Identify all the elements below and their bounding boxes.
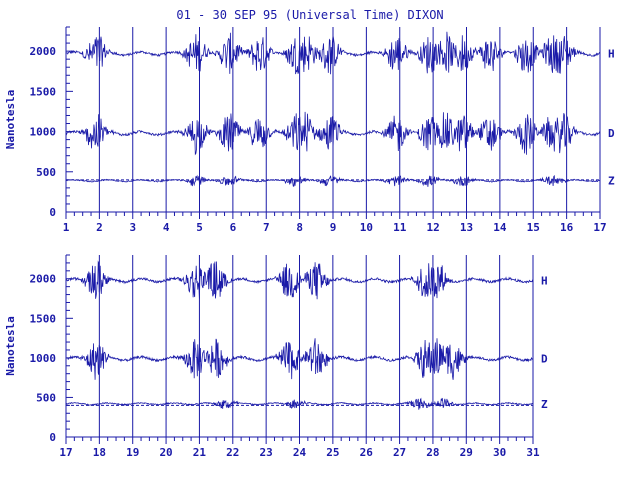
x-tick-label: 7 (263, 221, 270, 234)
x-tick-label: 23 (260, 446, 273, 459)
y-tick-label: 0 (49, 431, 56, 444)
y-tick-label: 500 (36, 391, 56, 404)
series-z-line (65, 397, 534, 410)
series-d-line (65, 338, 534, 380)
y-axis-label: Nanotesla (4, 316, 17, 376)
y-tick-label: 1500 (30, 85, 57, 98)
series-label-h: H (608, 48, 615, 61)
panel-top: 1 2 3 4 5 6 7 8 9 10 11 12 13 14 15 16 17050010001500200… (4, 26, 615, 234)
x-tick-label: 8 (296, 221, 303, 234)
x-tick-label: 17 (593, 221, 606, 234)
x-tick-label: 11 (393, 221, 407, 234)
series-label-z: Z (608, 175, 615, 188)
y-tick-label: 1500 (30, 312, 57, 325)
x-tick-label: 26 (360, 446, 374, 459)
x-tick-label: 24 (293, 446, 307, 459)
x-tick-label: 17 (59, 446, 72, 459)
x-tick-label: 15 (527, 221, 540, 234)
x-tick-label: 3 (129, 221, 136, 234)
x-tick-label: 30 (493, 446, 506, 459)
x-tick-label: 10 (360, 221, 373, 234)
x-tick-label: 6 (230, 221, 237, 234)
x-tick-label: 27 (393, 446, 406, 459)
x-tick-label: 21 (193, 446, 207, 459)
series-h-line (65, 260, 534, 300)
x-tick-label: 20 (159, 446, 172, 459)
x-tick-label: 13 (460, 221, 473, 234)
series-d-line (65, 111, 601, 156)
y-tick-label: 1000 (30, 126, 57, 139)
x-tick-label: 2 (96, 221, 103, 234)
y-tick-label: 1000 (30, 352, 57, 365)
x-tick-label: 16 (560, 221, 574, 234)
y-tick-label: 0 (49, 206, 56, 219)
x-tick-label: 14 (493, 221, 507, 234)
y-axis-label: Nanotesla (4, 90, 17, 150)
chart-title: 01 - 30 SEP 95 (Universal Time) DIXON (176, 8, 443, 22)
y-tick-label: 2000 (30, 45, 57, 58)
y-tick-label: 2000 (30, 273, 57, 286)
x-tick-label: 29 (460, 446, 473, 459)
x-tick-label: 22 (226, 446, 239, 459)
series-label-h: H (541, 274, 548, 287)
series-label-d: D (541, 353, 548, 366)
series-h-line (65, 31, 601, 75)
series-z-line (65, 174, 601, 187)
x-tick-label: 28 (426, 446, 439, 459)
series-label-z: Z (541, 398, 548, 411)
x-tick-label: 4 (163, 221, 170, 234)
x-tick-label: 25 (326, 446, 339, 459)
panel-bottom: 17 18 19 20 21 22 23 24 25 26 27 28 29 30 31 0 500 1000 15… (4, 254, 548, 459)
x-tick-label: 12 (427, 221, 440, 234)
x-tick-label: 31 (526, 446, 540, 459)
x-tick-label: 18 (93, 446, 106, 459)
x-tick-label: 5 (196, 221, 203, 234)
x-tick-label: 9 (330, 221, 337, 234)
y-tick-label: 500 (36, 166, 56, 179)
x-tick-label: 1 (63, 221, 70, 234)
x-tick-label: 19 (126, 446, 139, 459)
series-label-d: D (608, 127, 615, 140)
